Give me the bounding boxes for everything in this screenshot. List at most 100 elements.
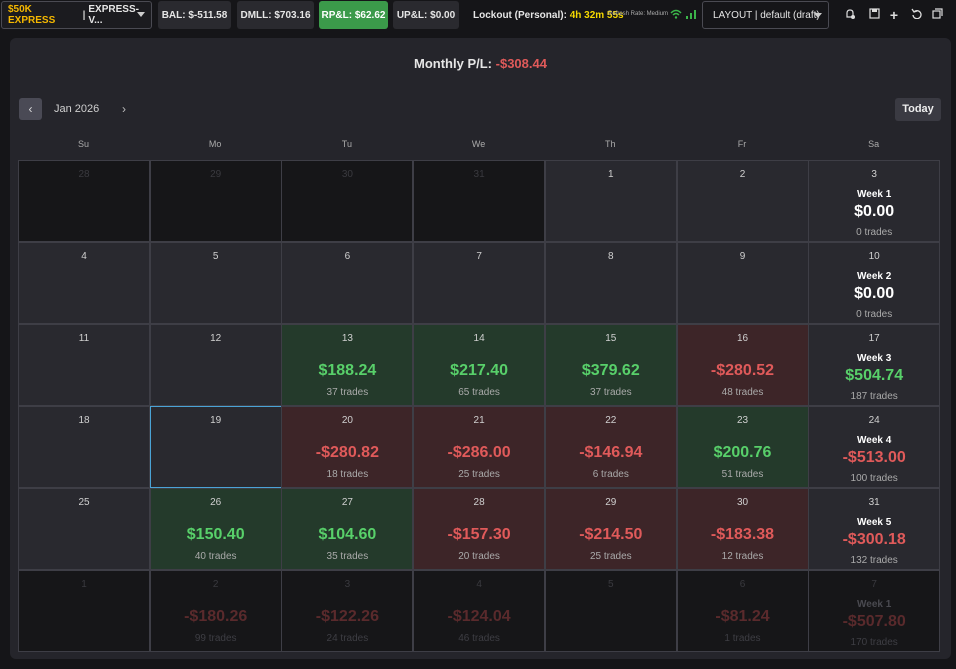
chevron-down-icon (814, 13, 822, 18)
bell-settings-icon[interactable] (843, 8, 857, 22)
day-cell[interactable]: 1 (544, 160, 677, 242)
weekday-su: Su (77, 139, 89, 149)
week-pl-amount: -$513.00 (842, 449, 906, 466)
day-cell[interactable]: 6 -$81.24 1 trades (676, 570, 809, 652)
account-name: EXPRESS-V... (88, 4, 139, 26)
day-cell[interactable]: 15 $379.62 37 trades (544, 324, 677, 406)
day-pl-amount: -$146.94 (579, 444, 643, 461)
day-number: 8 (608, 251, 614, 262)
day-cell[interactable]: 28 (18, 160, 150, 242)
day-cell[interactable]: 21 -$286.00 25 trades (413, 406, 546, 488)
day-cell[interactable]: 13 $188.24 37 trades (281, 324, 414, 406)
day-cell[interactable]: 2 -$180.26 99 trades (149, 570, 282, 652)
day-cell[interactable]: 19 (149, 406, 282, 488)
day-number: 28 (78, 169, 90, 180)
day-number: 27 (341, 497, 353, 508)
day-cell[interactable]: 30 -$183.38 12 trades (676, 488, 809, 570)
day-cell[interactable]: 1 (18, 570, 150, 652)
pl-calendar-panel: Monthly P/L: -$308.44 ‹ Jan 2026 › Today… (10, 38, 951, 659)
day-cell[interactable]: 4 (18, 242, 150, 324)
save-icon[interactable] (867, 8, 881, 22)
day-pl-amount: -$280.52 (710, 362, 775, 379)
week-pl-amount: -$300.18 (842, 531, 906, 548)
window-icon[interactable] (930, 8, 944, 22)
week-trade-count: 132 trades (850, 555, 898, 566)
week-label: Week 1 (857, 189, 892, 200)
week-pl-amount: $0.00 (854, 203, 895, 220)
day-cell[interactable]: 22 -$146.94 6 trades (544, 406, 677, 488)
day-cell[interactable]: 8 (544, 242, 677, 324)
day-cell[interactable]: 23 $200.76 51 trades (676, 406, 809, 488)
day-cell[interactable]: 20 -$280.82 18 trades (281, 406, 414, 488)
day-cell[interactable]: 26 $150.40 40 trades (149, 488, 282, 570)
day-number: 6 (344, 251, 351, 262)
realized-pl-badge: RP&L: $62.62 (319, 1, 388, 29)
day-cell[interactable]: 12 (149, 324, 282, 406)
day-number: 28 (473, 497, 485, 508)
weekday-mo: Mo (208, 139, 222, 149)
lockout-timer: 4h 32m 55s (569, 10, 624, 21)
layout-selector[interactable]: LAYOUT | default (draft) (702, 1, 829, 29)
day-pl-amount: -$157.30 (447, 526, 511, 543)
day-number: 17 (868, 333, 880, 344)
lockout-label: Lockout (Personal): (473, 10, 567, 21)
day-number: 25 (78, 497, 90, 508)
account-tag: $50K EXPRESS (8, 4, 56, 26)
weekday-we: We (471, 139, 486, 149)
day-number: 24 (868, 415, 880, 426)
day-cell[interactable]: 3 -$122.26 24 trades (281, 570, 414, 652)
day-number: 2 (212, 579, 219, 590)
day-number: 23 (736, 415, 749, 426)
day-cell[interactable]: 5 (544, 570, 677, 652)
dmll-badge: DMLL: $703.16 (237, 1, 314, 29)
week-summary-cell[interactable]: 31 Week 5 -$300.18 132 trades (808, 488, 941, 570)
week-summary-cell[interactable]: 7 Week 1 -$507.80 170 trades (808, 570, 941, 652)
week-pl-amount: -$507.80 (842, 613, 906, 630)
day-trade-count: 24 trades (326, 633, 369, 644)
today-button[interactable]: Today (895, 98, 941, 121)
day-pl-amount: -$81.24 (715, 608, 770, 625)
day-cell[interactable]: 4 -$124.04 46 trades (413, 570, 546, 652)
week-summary-cell[interactable]: 3 Week 1 $0.00 0 trades (808, 160, 941, 242)
day-pl-amount: $104.60 (318, 526, 377, 543)
day-trade-count: 1 trades (724, 633, 761, 644)
day-number: 10 (868, 251, 880, 262)
day-cell[interactable]: 29 -$214.50 25 trades (544, 488, 677, 570)
day-number: 16 (736, 333, 749, 344)
day-cell[interactable]: 30 (281, 160, 414, 242)
account-selector[interactable]: $50K EXPRESS | EXPRESS-V... (1, 1, 152, 29)
day-cell[interactable]: 5 (149, 242, 282, 324)
day-cell[interactable]: 29 (149, 160, 282, 242)
chevron-left-icon[interactable]: ‹ (19, 98, 42, 120)
week-label: Week 1 (857, 599, 892, 610)
week-summary-cell[interactable]: 10 Week 2 $0.00 0 trades (808, 242, 941, 324)
day-number: 6 (739, 579, 746, 590)
day-cell[interactable]: 18 (18, 406, 150, 488)
day-number: 11 (78, 333, 90, 344)
day-cell[interactable]: 28 -$157.30 20 trades (413, 488, 546, 570)
layout-label: LAYOUT | default (draft) (713, 9, 820, 21)
day-cell[interactable]: 31 (413, 160, 546, 242)
day-number: 30 (341, 169, 353, 180)
refresh-rate: Refresh Rate: Medium (608, 11, 669, 17)
plus-icon[interactable]: + (889, 7, 899, 23)
weekday-th: Th (605, 139, 616, 149)
day-trade-count: 37 trades (589, 387, 632, 398)
day-cell[interactable]: 16 -$280.52 48 trades (676, 324, 809, 406)
week-summary-cell[interactable]: 17 Week 3 $504.74 187 trades (808, 324, 941, 406)
day-cell[interactable]: 2 (676, 160, 809, 242)
day-cell[interactable]: 25 (18, 488, 150, 570)
day-number: 21 (473, 415, 485, 426)
unrealized-pl-badge: UP&L: $0.00 (393, 1, 459, 29)
day-cell[interactable]: 7 (413, 242, 546, 324)
week-summary-cell[interactable]: 24 Week 4 -$513.00 100 trades (808, 406, 941, 488)
day-cell[interactable]: 27 $104.60 35 trades (281, 488, 414, 570)
day-cell[interactable]: 9 (676, 242, 809, 324)
account-separator: | (82, 9, 86, 21)
signal-bars-icon (686, 10, 696, 19)
undo-icon[interactable] (909, 8, 923, 22)
day-cell[interactable]: 14 $217.40 65 trades (413, 324, 546, 406)
day-cell[interactable]: 11 (18, 324, 150, 406)
day-cell[interactable]: 6 (281, 242, 414, 324)
chevron-right-icon[interactable]: › (122, 102, 126, 116)
